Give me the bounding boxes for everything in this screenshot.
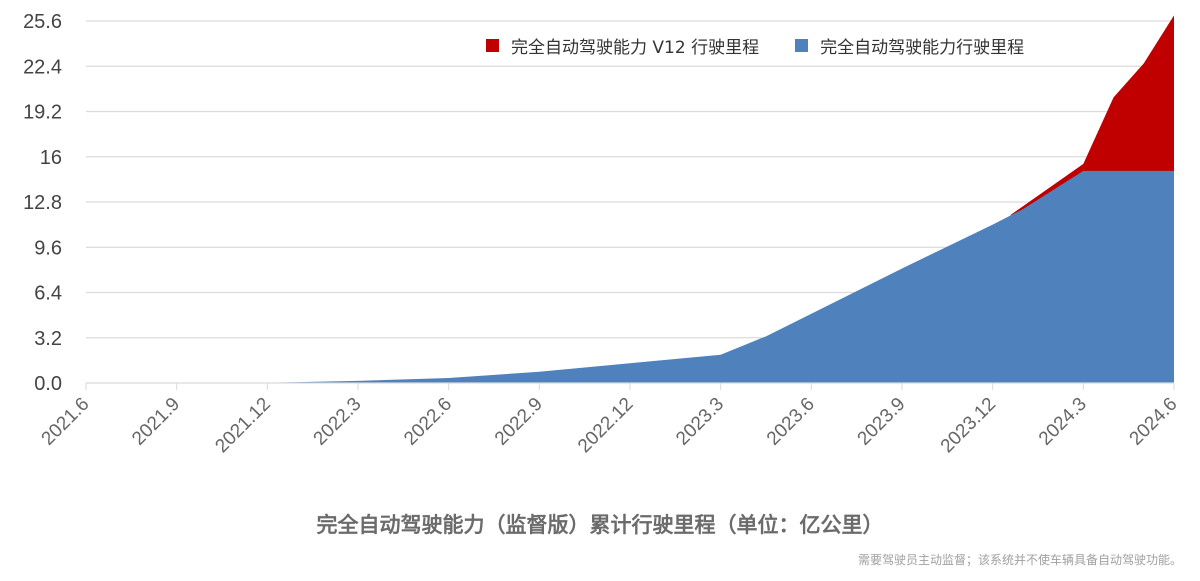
total-mileage-area [86,170,1174,383]
y-tick-label: 22.4 [23,56,62,78]
x-tick-label: 2024.3 [1035,394,1091,450]
x-tick-label: 2023.9 [854,394,910,450]
legend-swatch-red [486,39,499,52]
x-tick-label: 2023.6 [763,394,819,450]
y-tick-label: 19.2 [23,102,62,124]
y-axis-ticks: 0.0 3.2 6.4 9.6 12.8 16 19.2 22.4 25.6 [23,11,62,395]
legend-item-total[interactable]: 完全自动驾驶能力行驶里程 [795,33,1024,58]
x-tick-label: 2023.3 [672,394,728,450]
x-tick-label: 2022.12 [574,394,637,457]
legend-label-total: 完全自动驾驶能力行驶里程 [820,38,1025,58]
x-tick-label: 2024.6 [1126,394,1182,450]
chart-title: 完全自动驾驶能力（监督版）累计行驶里程（单位：亿公里） [316,513,884,537]
legend-item-v12[interactable]: 完全自动驾驶能力 V12 行驶里程 [486,33,759,58]
gridlines [86,20,1174,339]
x-tick-label: 2022.3 [310,394,366,450]
legend: 完全自动驾驶能力 V12 行驶里程 完全自动驾驶能力行驶里程 [486,33,1060,58]
x-tick-label: 2021.6 [38,394,94,450]
x-tick-label: 2022.9 [491,394,547,450]
y-tick-label: 9.6 [34,237,62,259]
x-tick-label: 2021.9 [128,394,184,450]
y-tick-label: 16 [40,147,62,169]
x-tick-label: 2022.6 [400,394,456,450]
legend-swatch-blue [795,39,809,52]
y-tick-label: 25.6 [23,11,62,33]
disclaimer-note: 需要驾驶员主动监督；该系统并不使车辆具备自动驾驶功能。 [857,553,1182,567]
y-tick-label: 6.4 [34,283,62,305]
x-tick-label: 2023.12 [937,394,1000,457]
legend-label-v12: 完全自动驾驶能力 V12 行驶里程 [511,38,760,58]
x-axis-ticks: 2021.6 2021.9 2021.12 2022.3 2022.6 2022.9 202… [38,383,1182,457]
y-tick-label: 12.8 [23,192,62,214]
y-tick-label: 3.2 [34,328,62,350]
x-tick-label: 2021.12 [211,394,274,457]
y-tick-label: 0.0 [34,373,62,395]
